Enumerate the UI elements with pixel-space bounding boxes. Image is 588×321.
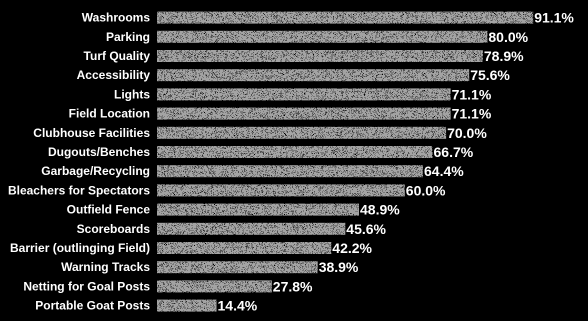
category-label: Accessibility xyxy=(77,68,151,82)
bar-7 xyxy=(157,126,447,139)
category-label: Netting for Goal Posts xyxy=(23,279,150,293)
bar-6 xyxy=(157,107,451,120)
value-label: 71.1% xyxy=(452,106,492,122)
category-label: Bleachers for Spectators xyxy=(8,183,150,197)
value-label: 42.2% xyxy=(332,240,372,256)
bar-8 xyxy=(157,146,433,158)
value-label: 71.1% xyxy=(452,86,492,102)
bar-15 xyxy=(157,280,272,293)
value-label: 27.8% xyxy=(273,278,313,294)
category-label: Scoreboards xyxy=(77,222,151,236)
category-label: Portable Goat Posts xyxy=(35,299,150,313)
bar-14 xyxy=(157,261,318,274)
value-label: 14.4% xyxy=(218,298,258,314)
bar-5 xyxy=(157,88,451,101)
bar-3 xyxy=(157,50,483,62)
bar-13 xyxy=(157,242,332,254)
value-label: 48.9% xyxy=(360,202,400,218)
bar-12 xyxy=(157,222,346,235)
category-label: Clubhouse Facilities xyxy=(33,126,150,140)
category-label: Outfield Fence xyxy=(67,203,151,217)
category-label: Warning Tracks xyxy=(61,260,150,274)
bar-10 xyxy=(157,184,405,197)
category-label: Field Location xyxy=(69,107,150,121)
value-label: 78.9% xyxy=(484,48,524,64)
value-label: 38.9% xyxy=(319,259,359,275)
category-labels: Washrooms Parking Turf Quality Accessibilit… xyxy=(8,11,150,313)
value-label: 91.1% xyxy=(534,10,574,26)
value-label: 66.7% xyxy=(434,144,474,160)
bar-11 xyxy=(157,203,359,216)
category-label: Turf Quality xyxy=(84,49,151,63)
category-label: Barrier (outlinging Field) xyxy=(10,241,150,255)
category-label: Washrooms xyxy=(82,11,151,25)
value-label: 80.0% xyxy=(488,29,528,45)
bar-16 xyxy=(157,299,217,312)
bar-9 xyxy=(157,165,423,178)
bars-group xyxy=(157,11,534,312)
category-label: Parking xyxy=(106,30,150,44)
category-label: Lights xyxy=(114,87,150,101)
category-label: Dugouts/Benches xyxy=(48,145,150,159)
value-label: 70.0% xyxy=(447,125,487,141)
value-label: 64.4% xyxy=(424,163,464,179)
value-label: 60.0% xyxy=(406,182,446,198)
category-label: Garbage/Recycling xyxy=(41,164,150,178)
value-label: 45.6% xyxy=(346,221,386,237)
value-label: 75.6% xyxy=(470,67,510,83)
value-labels: 91.1% 80.0% 78.9% 75.6% 71.1% 71.1% 70.0% 66.7%… xyxy=(218,10,575,314)
bar-4 xyxy=(157,69,470,82)
bar-2 xyxy=(157,30,488,43)
bar-1 xyxy=(157,11,534,24)
